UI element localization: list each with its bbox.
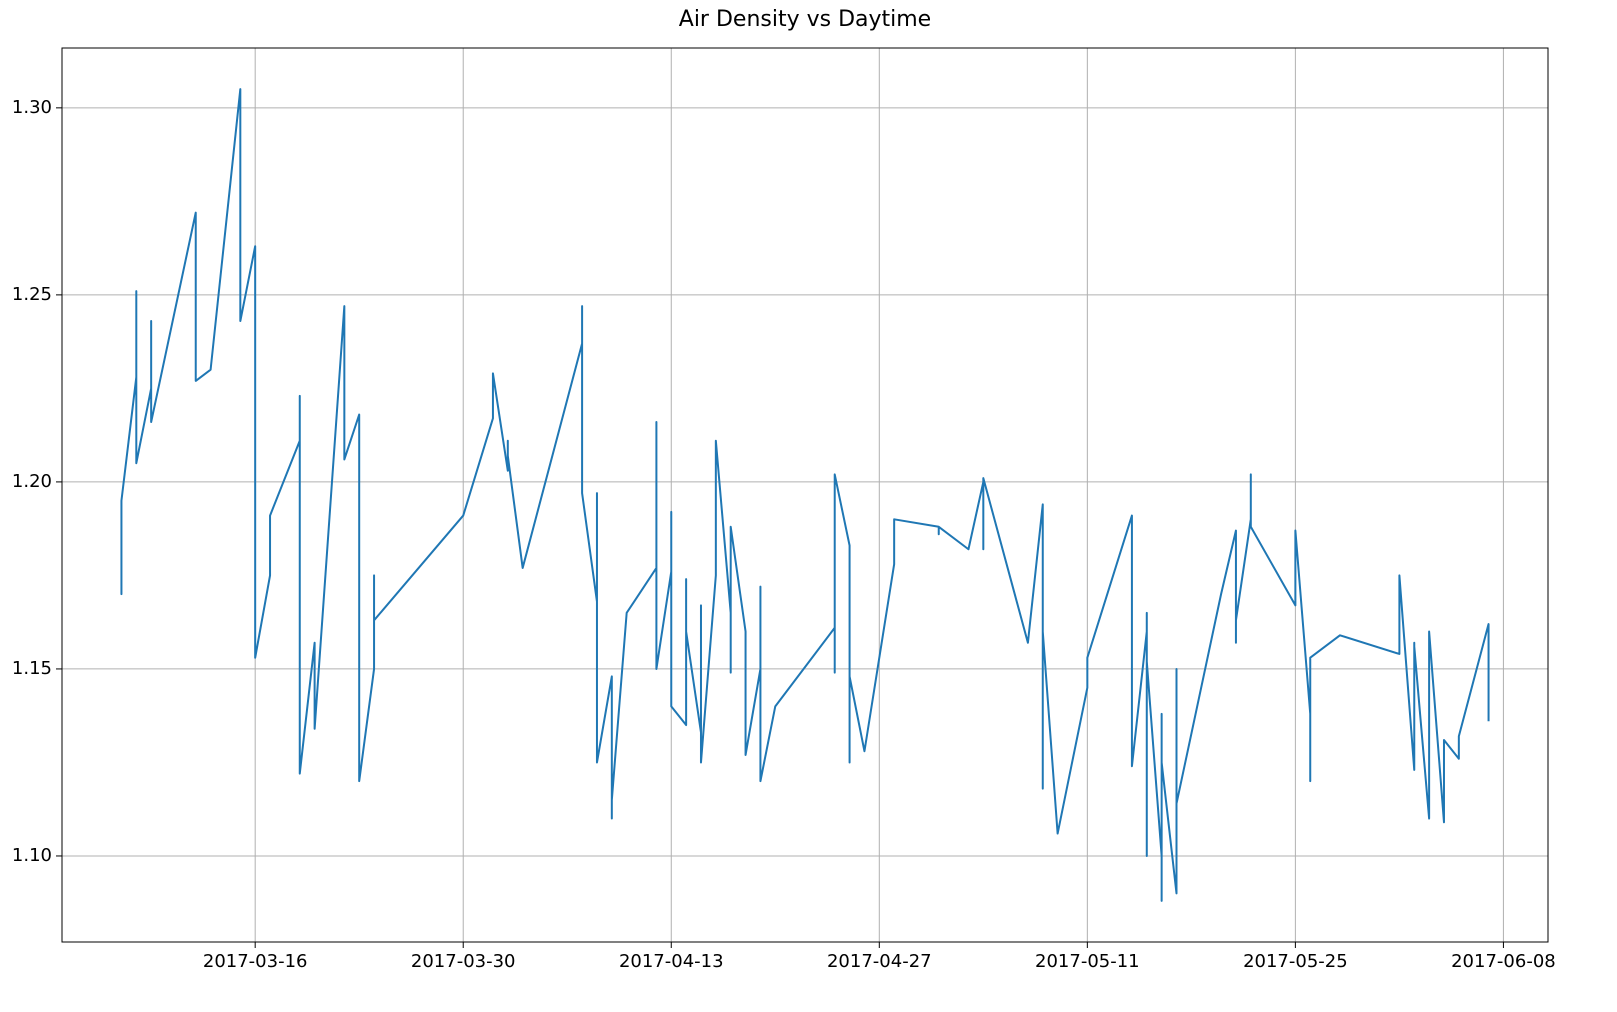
x-tick-label: 2017-05-11 — [1035, 951, 1140, 972]
y-tick-label: 1.25 — [12, 284, 52, 305]
x-tick-label: 2017-06-08 — [1451, 951, 1556, 972]
data-line — [120, 88, 1490, 902]
x-tick-label: 2017-03-30 — [411, 951, 516, 972]
x-tick-label: 2017-05-25 — [1243, 951, 1348, 972]
x-tick-label: 2017-03-16 — [203, 951, 308, 972]
x-tick-label: 2017-04-13 — [619, 951, 724, 972]
y-tick-label: 1.15 — [12, 658, 52, 679]
x-tick-label: 2017-04-27 — [827, 951, 932, 972]
plot-frame — [61, 47, 1549, 943]
y-tick-label: 1.20 — [12, 471, 52, 492]
chart-title: Air Density vs Daytime — [679, 7, 931, 32]
y-tick-label: 1.10 — [12, 845, 52, 866]
y-tick-label: 1.30 — [12, 97, 52, 118]
